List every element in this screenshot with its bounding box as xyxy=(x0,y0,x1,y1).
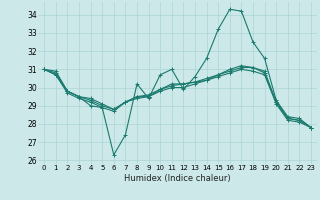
X-axis label: Humidex (Indice chaleur): Humidex (Indice chaleur) xyxy=(124,174,231,183)
